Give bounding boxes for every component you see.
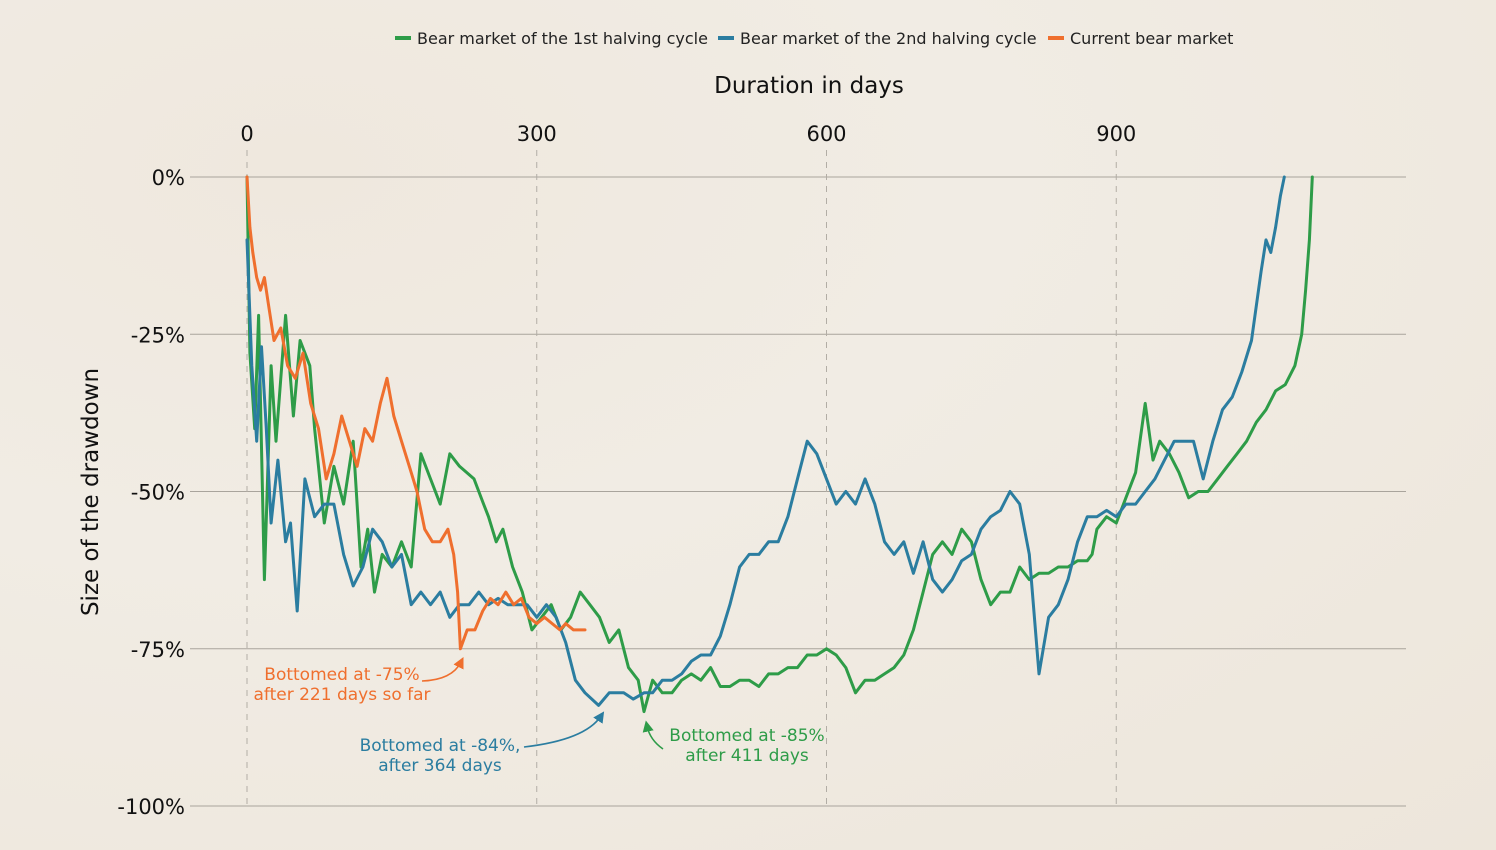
annotation-line-2: after 411 days xyxy=(685,746,809,766)
y-tick-label: -50% xyxy=(131,481,185,505)
annotation-line-2: after 364 days xyxy=(378,756,502,776)
x-tick-label: 600 xyxy=(806,122,846,146)
annotation-arrow xyxy=(421,656,464,682)
x-tick-label: 0 xyxy=(240,122,253,146)
legend-label: Current bear market xyxy=(1070,29,1233,48)
y-tick-label: -25% xyxy=(131,323,185,347)
y-axis-title: Size of the drawdown xyxy=(78,368,104,616)
annotation-line-2: after 221 days so far xyxy=(253,685,430,705)
legend-label: Bear market of the 1st halving cycle xyxy=(417,29,708,48)
axis-layer: Duration in days Size of the drawdown 0%… xyxy=(78,73,1136,819)
series-layer xyxy=(245,175,1314,714)
legend-label: Bear market of the 2nd halving cycle xyxy=(740,29,1037,48)
series-line-2 xyxy=(245,175,1286,707)
y-tick-label: -75% xyxy=(131,638,185,662)
x-axis-title: Duration in days xyxy=(714,73,904,99)
y-tick-label: -100% xyxy=(117,795,185,819)
series-line-1 xyxy=(245,175,1314,714)
annotation-line-1: Bottomed at -85% xyxy=(669,726,824,746)
y-tick-label: 0% xyxy=(152,166,185,190)
annotation-line-1: Bottomed at -84%, xyxy=(360,736,521,756)
annotation-line-1: Bottomed at -75% xyxy=(264,665,419,685)
x-tick-label: 900 xyxy=(1096,122,1136,146)
annotation-arrow xyxy=(642,720,664,750)
annotation-arrow xyxy=(523,711,605,748)
legend: Bear market of the 1st halving cycle Bear… xyxy=(395,29,1233,48)
annotation-layer: Bottomed at -75%after 221 days so far Bot… xyxy=(253,656,825,776)
x-tick-label: 300 xyxy=(517,122,557,146)
series-line-3 xyxy=(245,175,587,651)
